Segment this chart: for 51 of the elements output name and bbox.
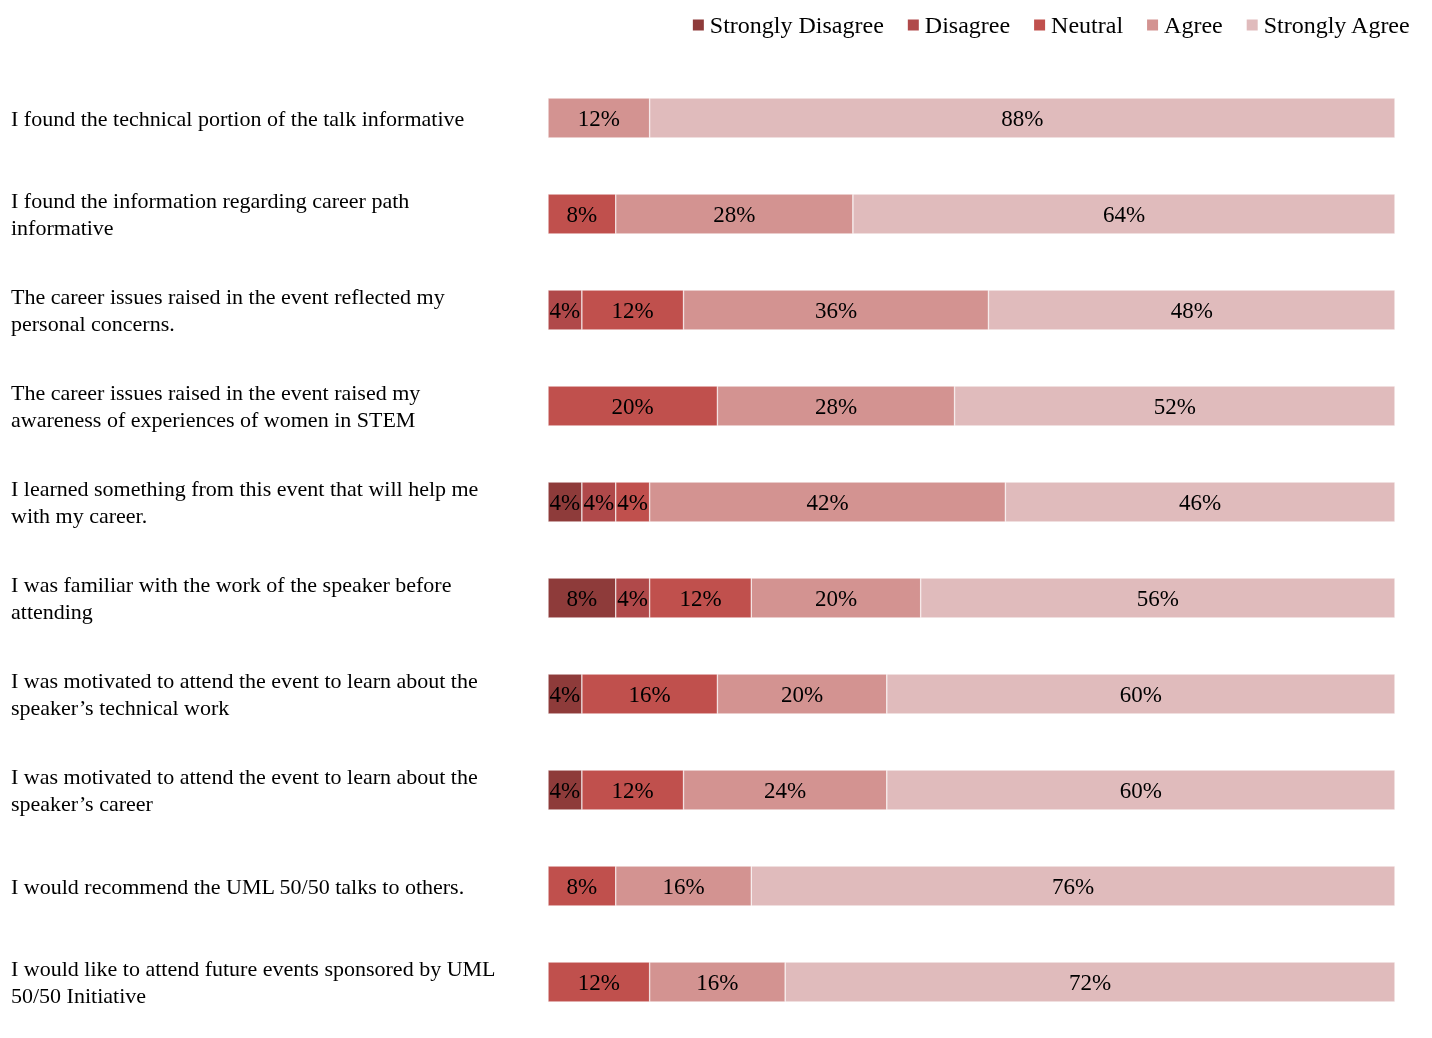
- data-label: 72%: [1068, 969, 1112, 995]
- data-label: 20%: [814, 585, 858, 611]
- data-label: 4%: [549, 681, 581, 707]
- data-label: 60%: [1119, 681, 1162, 707]
- data-label: 48%: [1170, 297, 1213, 323]
- data-label: 12%: [611, 777, 654, 803]
- data-label: 56%: [1136, 585, 1179, 611]
- legend-label: Strongly Disagree: [709, 12, 884, 38]
- data-label: 4%: [617, 585, 649, 611]
- data-label: 4%: [583, 489, 615, 515]
- y-tick-label: I was motivated to attend the event to learn about the speaker’s technical work: [11, 668, 484, 720]
- y-tick-label: The career issues raised in the event raised my awareness of experiences of women in STEM: [11, 380, 426, 432]
- data-label: 12%: [611, 297, 654, 323]
- data-label: 88%: [1001, 105, 1044, 131]
- data-label: 42%: [806, 489, 849, 515]
- data-label: 12%: [679, 585, 722, 611]
- data-label: 46%: [1179, 489, 1222, 515]
- y-tick-label: The career issues raised in the event reflected my personal concerns.: [11, 284, 451, 336]
- data-label: 4%: [549, 489, 581, 515]
- data-label: 76%: [1052, 873, 1095, 899]
- data-label: 28%: [814, 393, 858, 419]
- data-label: 24%: [764, 777, 807, 803]
- y-tick-label: I found the technical portion of the talk informative: [11, 105, 465, 131]
- legend-label: Agree: [1164, 12, 1223, 38]
- data-label: 16%: [696, 969, 739, 995]
- data-label: 28%: [713, 201, 756, 227]
- data-label: 64%: [1102, 201, 1146, 227]
- y-tick-label: I found the information regarding career path informative: [11, 188, 415, 240]
- y-tick-label: I would recommend the UML 50/50 talks to others.: [11, 873, 465, 899]
- data-label: 4%: [549, 297, 581, 323]
- data-label: 4%: [617, 489, 649, 515]
- data-label: 8%: [566, 873, 598, 899]
- legend-label: Disagree: [924, 12, 1011, 38]
- data-label: 8%: [566, 585, 598, 611]
- y-tick-label: I would like to attend future events sponsored by UML 50/50 Initiative: [11, 956, 501, 1008]
- data-label: 20%: [781, 681, 824, 707]
- data-label: 60%: [1119, 777, 1162, 803]
- data-label: 12%: [577, 105, 620, 131]
- legend-label: Neutral: [1051, 12, 1124, 38]
- data-label: 12%: [577, 969, 620, 995]
- y-tick-label: I was familiar with the work of the speaker before attending: [11, 572, 457, 624]
- data-label: 16%: [662, 873, 705, 899]
- data-label: 4%: [549, 777, 581, 803]
- legend-label: Strongly Agree: [1263, 12, 1410, 38]
- data-label: 52%: [1153, 393, 1196, 419]
- data-label: 20%: [611, 393, 654, 419]
- data-label: 16%: [628, 681, 671, 707]
- data-label: 8%: [566, 201, 598, 227]
- data-label: 36%: [814, 297, 858, 323]
- y-tick-label: I was motivated to attend the event to learn about the speaker’s career: [11, 764, 484, 816]
- y-tick-label: I learned something from this event that will help me with my career.: [11, 476, 484, 528]
